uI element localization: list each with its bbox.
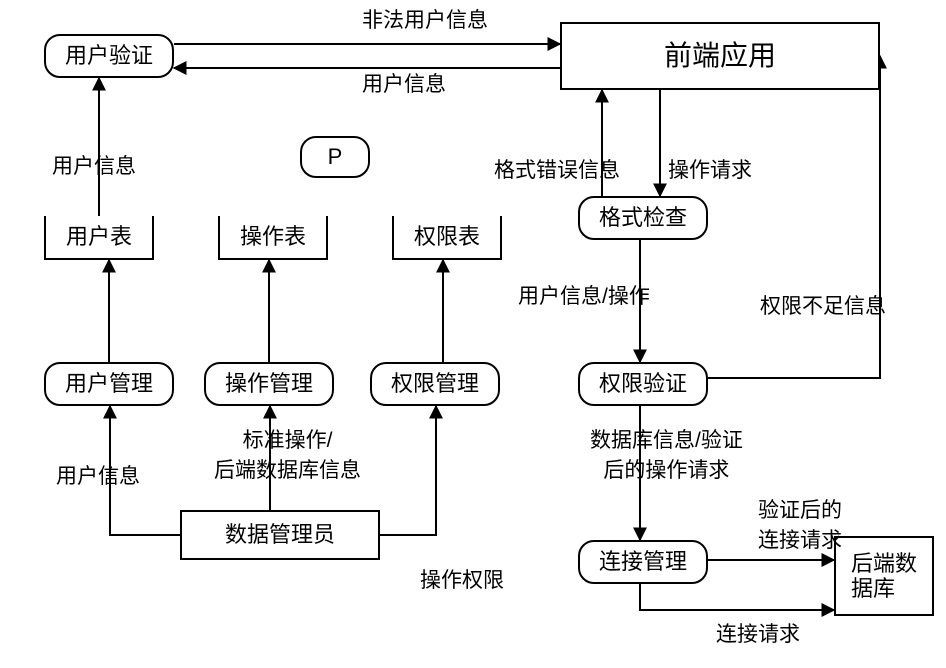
label-user-info-top: 用户信息	[362, 68, 446, 98]
node-backend-db: 后端数 据库	[834, 536, 934, 616]
node-perm-table: 权限表	[392, 216, 502, 260]
edge-e16	[640, 584, 834, 610]
label-oper-req: 操作请求	[668, 154, 752, 184]
node-oper-mgmt: 操作管理	[204, 362, 334, 406]
node-user-table: 用户表	[44, 216, 154, 260]
label-user-info-left: 用户信息	[52, 150, 136, 180]
node-data-admin: 数据管理员	[180, 510, 380, 560]
label-perm-insuff: 权限不足信息	[760, 290, 886, 320]
label-user-info-oper: 用户信息/操作	[518, 280, 650, 310]
edge-e9	[380, 406, 436, 535]
node-p: P	[300, 136, 370, 178]
label-format-err: 格式错误信息	[494, 154, 620, 184]
label-verified-conn: 验证后的 连接请求	[758, 494, 842, 554]
node-perm-mgmt: 权限管理	[370, 362, 500, 406]
node-oper-table: 操作表	[218, 216, 328, 260]
label-db-info-verify: 数据库信息/验证 后的操作请求	[590, 424, 743, 484]
node-user-mgmt: 用户管理	[44, 362, 174, 406]
node-user-verify: 用户验证	[44, 34, 174, 78]
label-std-oper: 标准操作/ 后端数据库信息	[214, 424, 361, 484]
edge-e13	[708, 56, 880, 378]
label-illegal-user-info: 非法用户信息	[362, 4, 488, 34]
node-perm-verify: 权限验证	[578, 362, 708, 406]
label-conn-req: 连接请求	[716, 618, 800, 648]
node-frontend: 前端应用	[560, 22, 880, 90]
label-user-info-bl: 用户信息	[56, 460, 140, 490]
label-oper-perm: 操作权限	[420, 564, 504, 594]
node-conn-mgmt: 连接管理	[578, 540, 708, 584]
node-format-check: 格式检查	[578, 196, 708, 240]
